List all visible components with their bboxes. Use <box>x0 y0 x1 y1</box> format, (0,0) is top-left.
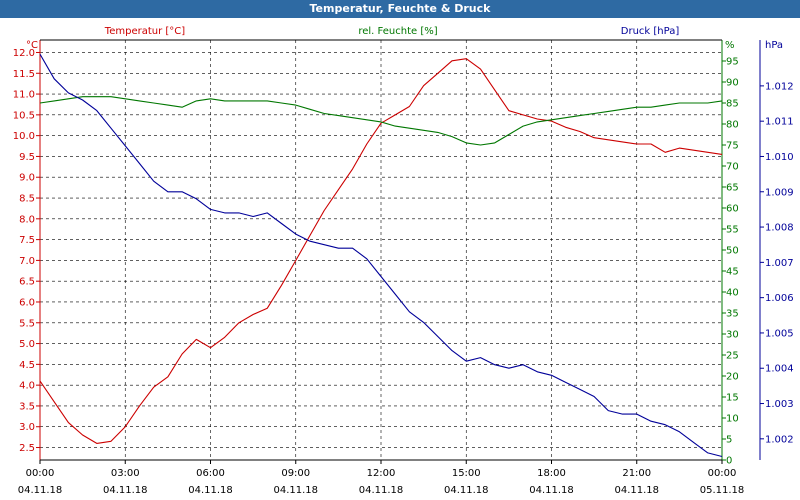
left-tick-label: 12.0 <box>13 48 35 59</box>
window-title: Temperatur, Feuchte & Druck <box>0 0 800 18</box>
grid <box>40 40 722 460</box>
x-tick-time: 00:00 <box>708 468 737 479</box>
chart: 12.0 11.5 11.0 10.5 10.0 9.5 9.0 8.5 8.0 7.5 7.0 6.… <box>13 26 794 496</box>
left-tick-label: 3.5 <box>19 401 35 412</box>
middle-tick-label: 30 <box>726 330 739 341</box>
right-tick-label: 1.005 <box>765 328 794 339</box>
middle-tick-label: 25 <box>726 351 739 362</box>
left-tick-label: 9.0 <box>19 173 35 184</box>
middle-tick-label: 90 <box>726 78 739 89</box>
x-tick-date: 05.11.18 <box>700 485 745 496</box>
x-tick-date: 04.11.18 <box>444 485 489 496</box>
x-tick-date: 04.11.18 <box>103 485 148 496</box>
x-tick-date: 04.11.18 <box>18 485 63 496</box>
middle-axis-unit: % <box>725 40 735 51</box>
x-tick-time: 21:00 <box>622 468 651 479</box>
right-tick-label: 1.004 <box>765 364 794 375</box>
middle-tick-label: 15 <box>726 393 739 404</box>
left-tick-label: 7.0 <box>19 256 35 267</box>
humidity-axis-header: rel. Feuchte [%] <box>358 26 437 37</box>
middle-tick-label: 55 <box>726 225 739 236</box>
left-tick-label: 4.0 <box>19 381 35 392</box>
series-lines <box>39 53 723 458</box>
left-tick-label: 11.0 <box>13 90 35 101</box>
axes: 12.0 11.5 11.0 10.5 10.0 9.5 9.0 8.5 8.0 7.5 7.0 6.… <box>13 39 794 496</box>
left-axis-unit: °C <box>26 40 38 51</box>
middle-tick-label: 80 <box>726 120 739 131</box>
pressure-axis-header: Druck [hPa] <box>621 26 680 37</box>
right-axis-unit: hPa <box>765 40 783 51</box>
middle-tick-label: 85 <box>726 99 739 110</box>
middle-tick-label: 5 <box>726 435 732 446</box>
right-tick-label: 1.008 <box>765 223 794 234</box>
x-tick-date: 04.11.18 <box>529 485 574 496</box>
x-tick-time: 15:00 <box>452 468 481 479</box>
left-tick-label: 10.0 <box>13 131 35 142</box>
middle-tick-label: 70 <box>726 162 739 173</box>
middle-tick-label: 60 <box>726 204 739 215</box>
right-tick-label: 1.009 <box>765 187 794 198</box>
humidity-line <box>39 96 723 146</box>
left-tick-label: 8.5 <box>19 194 35 205</box>
left-tick-label: 5.0 <box>19 339 35 350</box>
x-tick-date: 04.11.18 <box>359 485 404 496</box>
middle-tick-label: 35 <box>726 309 739 320</box>
middle-tick-label: 0 <box>726 456 732 467</box>
left-tick-label: 2.5 <box>19 443 35 454</box>
left-tick-label: 6.5 <box>19 277 35 288</box>
left-tick-label: 4.5 <box>19 360 35 371</box>
left-tick-label: 10.5 <box>13 110 35 121</box>
middle-tick-label: 75 <box>726 141 739 152</box>
x-tick-time: 12:00 <box>367 468 396 479</box>
left-tick-label: 11.5 <box>13 69 35 80</box>
x-tick-time: 00:00 <box>26 468 55 479</box>
middle-tick-label: 40 <box>726 288 739 299</box>
x-tick-time: 03:00 <box>111 468 140 479</box>
left-tick-label: 5.5 <box>19 318 35 329</box>
middle-tick-label: 95 <box>726 57 739 68</box>
middle-tick-label: 50 <box>726 246 739 257</box>
left-tick-label: 3.0 <box>19 422 35 433</box>
x-tick-time: 06:00 <box>196 468 225 479</box>
labels: Temperatur [°C] rel. Feuchte [%] Druck [… <box>26 26 783 51</box>
right-tick-label: 1.006 <box>765 293 794 304</box>
right-tick-label: 1.003 <box>765 399 794 410</box>
right-tick-label: 1.012 <box>765 81 794 92</box>
middle-tick-label: 20 <box>726 372 739 383</box>
x-tick-date: 04.11.18 <box>273 485 318 496</box>
left-tick-label: 8.0 <box>19 214 35 225</box>
middle-tick-label: 45 <box>726 267 739 278</box>
x-tick-time: 18:00 <box>537 468 566 479</box>
temperature-line <box>39 58 723 444</box>
right-tick-label: 1.002 <box>765 434 794 445</box>
x-tick-time: 09:00 <box>281 468 310 479</box>
right-tick-label: 1.011 <box>765 117 794 128</box>
right-tick-label: 1.010 <box>765 152 794 163</box>
left-tick-label: 7.5 <box>19 235 35 246</box>
middle-tick-label: 65 <box>726 183 739 194</box>
middle-tick-label: 10 <box>726 414 739 425</box>
x-tick-date: 04.11.18 <box>188 485 233 496</box>
left-tick-label: 6.0 <box>19 297 35 308</box>
pressure-line <box>39 53 723 458</box>
x-tick-date: 04.11.18 <box>614 485 659 496</box>
temperature-axis-header: Temperatur [°C] <box>104 26 185 37</box>
left-tick-label: 9.5 <box>19 152 35 163</box>
right-tick-label: 1.007 <box>765 258 794 269</box>
